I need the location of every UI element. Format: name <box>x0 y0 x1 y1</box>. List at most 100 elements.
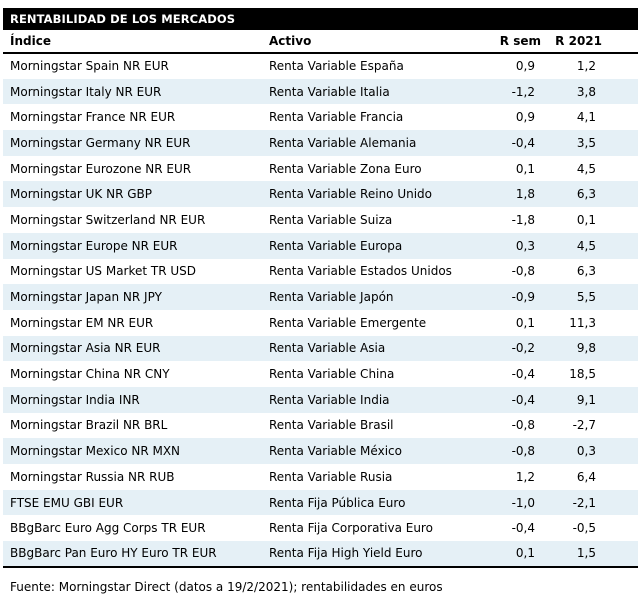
cell-indice: Morningstar US Market TR USD <box>10 264 197 279</box>
cell-r-2021: 4,5 <box>576 238 596 253</box>
table-row: BBgBarc Euro Agg Corps TR EUR Renta Fija … <box>3 515 638 541</box>
cell-r-sem: -0,2 <box>511 341 535 356</box>
table-row: Morningstar Japan NR JPY Renta Variable J… <box>3 284 638 310</box>
table-row: Morningstar China NR CNY Renta Variable C… <box>3 361 638 387</box>
cell-r-sem: 0,9 <box>515 59 535 74</box>
cell-indice: Morningstar Asia NR EUR <box>10 341 161 356</box>
column-header-r-sem: R sem <box>467 30 543 54</box>
table-row: Morningstar Eurozone NR EUR Renta Variabl… <box>3 156 638 182</box>
cell-indice: Morningstar Japan NR JPY <box>10 290 162 305</box>
cell-r-sem: 0,1 <box>515 546 535 561</box>
table-row: Morningstar Russia NR RUB Renta Variable … <box>3 464 638 490</box>
table-row: Morningstar UK NR GBP Renta Variable Rein… <box>3 181 638 208</box>
table-row: Morningstar EM NR EUR Renta Variable Emer… <box>3 310 638 336</box>
cell-r-sem: 0,9 <box>515 110 535 125</box>
table-title: RENTABILIDAD DE LOS MERCADOS <box>3 8 638 30</box>
source-note: Fuente: Morningstar Direct (datos a 19/2… <box>10 579 443 594</box>
cell-r-2021: 6,3 <box>576 264 596 279</box>
cell-indice: Morningstar Italy NR EUR <box>10 84 162 99</box>
cell-r-sem: 0,1 <box>515 315 535 330</box>
cell-r-2021: 18,5 <box>569 367 596 382</box>
header-row: Índice Activo R sem R 2021 <box>3 30 638 54</box>
cell-indice: Morningstar China NR CNY <box>10 367 170 382</box>
cell-r-2021: 1,5 <box>576 546 596 561</box>
table-header: Índice Activo R sem R 2021 <box>3 30 638 54</box>
cell-r-2021: -2,1 <box>572 495 596 510</box>
table-row: Morningstar France NR EUR Renta Variable … <box>3 104 638 130</box>
cell-r-sem: -0,4 <box>511 367 535 382</box>
cell-activo: Renta Variable España <box>269 59 404 74</box>
cell-indice: Morningstar India INR <box>10 392 140 407</box>
cell-r-2021: -0,5 <box>572 521 596 536</box>
cell-activo: Renta Variable Reino Unido <box>269 187 433 202</box>
column-header-indice: Índice <box>3 30 269 54</box>
cell-activo: Renta Variable México <box>269 444 402 459</box>
cell-r-sem: -1,0 <box>511 495 535 510</box>
cell-r-sem: 1,8 <box>515 187 535 202</box>
cell-r-2021: 11,3 <box>569 315 596 330</box>
cell-activo: Renta Fija Pública Euro <box>269 495 406 510</box>
cell-indice: Morningstar Spain NR EUR <box>10 59 169 74</box>
cell-activo: Renta Variable Asia <box>269 341 386 356</box>
cell-r-2021: 0,3 <box>576 444 596 459</box>
table-row: Morningstar US Market TR USD Renta Variab… <box>3 259 638 285</box>
cell-activo: Renta Variable Zona Euro <box>269 161 422 176</box>
cell-indice: Morningstar UK NR GBP <box>10 187 153 202</box>
cell-activo: Renta Variable India <box>269 392 390 407</box>
column-header-r-2021: R 2021 <box>543 30 638 54</box>
cell-r-sem: -1,2 <box>511 84 535 99</box>
cell-r-sem: -0,4 <box>511 135 535 150</box>
cell-r-2021: 4,5 <box>576 161 596 176</box>
table-row: Morningstar Italy NR EUR Renta Variable I… <box>3 78 638 105</box>
table-row: Morningstar Europe NR EUR Renta Variable … <box>3 232 638 259</box>
cell-activo: Renta Variable Emergente <box>269 315 427 330</box>
cell-indice: Morningstar Eurozone NR EUR <box>10 161 192 176</box>
cell-r-2021: 4,1 <box>576 110 596 125</box>
table-row: Morningstar Asia NR EUR Renta Variable As… <box>3 335 638 362</box>
table-body: Morningstar Spain NR EUR Renta Variable E… <box>3 53 638 567</box>
cell-indice: BBgBarc Pan Euro HY Euro TR EUR <box>10 546 217 561</box>
cell-activo: Renta Variable Alemania <box>269 135 417 150</box>
cell-activo: Renta Variable Brasil <box>269 418 394 433</box>
cell-r-sem: -0,9 <box>511 290 535 305</box>
cell-r-sem: -0,4 <box>511 392 535 407</box>
table-row: Morningstar Brazil NR BRL Renta Variable … <box>3 413 638 439</box>
cell-r-2021: 3,5 <box>576 135 596 150</box>
cell-r-2021: 9,1 <box>576 392 596 407</box>
cell-activo: Renta Variable China <box>269 367 395 382</box>
cell-indice: Morningstar Switzerland NR EUR <box>10 212 206 227</box>
column-header-activo: Activo <box>269 30 467 54</box>
market-returns-table: Índice Activo R sem R 2021 Morningstar S… <box>3 30 638 568</box>
cell-indice: Morningstar France NR EUR <box>10 110 176 125</box>
cell-activo: Renta Fija High Yield Euro <box>269 546 423 561</box>
table-row: Morningstar Mexico NR MXN Renta Variable … <box>3 438 638 464</box>
cell-indice: Morningstar Russia NR RUB <box>10 469 175 484</box>
cell-r-2021: -2,7 <box>572 418 596 433</box>
cell-activo: Renta Variable Francia <box>269 110 404 125</box>
cell-indice: Morningstar Brazil NR BRL <box>10 418 168 433</box>
cell-r-sem: -0,8 <box>511 264 535 279</box>
cell-indice: Morningstar Mexico NR MXN <box>10 444 181 459</box>
cell-activo: Renta Variable Italia <box>269 84 390 99</box>
cell-indice: BBgBarc Euro Agg Corps TR EUR <box>10 521 206 536</box>
table-row: Morningstar India INR Renta Variable Indi… <box>3 386 638 413</box>
cell-indice: FTSE EMU GBI EUR <box>10 495 124 510</box>
table-row: BBgBarc Pan Euro HY Euro TR EUR Renta Fij… <box>3 541 638 567</box>
cell-r-2021: 6,4 <box>576 469 596 484</box>
cell-activo: Renta Variable Estados Unidos <box>269 264 452 279</box>
cell-r-sem: 0,3 <box>515 238 535 253</box>
cell-indice: Morningstar Germany NR EUR <box>10 135 191 150</box>
cell-activo: Renta Variable Japón <box>269 290 394 305</box>
table-row: Morningstar Germany NR EUR Renta Variable… <box>3 130 638 156</box>
cell-activo: Renta Variable Rusia <box>269 469 393 484</box>
cell-r-sem: 0,1 <box>515 161 535 176</box>
cell-r-2021: 0,1 <box>576 212 596 227</box>
table-row: Morningstar Switzerland NR EUR Renta Vari… <box>3 207 638 233</box>
cell-activo: Renta Variable Suiza <box>269 212 393 227</box>
cell-r-sem: -0,8 <box>511 418 535 433</box>
cell-r-sem: -1,8 <box>511 212 535 227</box>
cell-indice: Morningstar Europe NR EUR <box>10 238 178 253</box>
cell-r-sem: -0,8 <box>511 444 535 459</box>
cell-activo: Renta Fija Corporativa Euro <box>269 521 433 536</box>
